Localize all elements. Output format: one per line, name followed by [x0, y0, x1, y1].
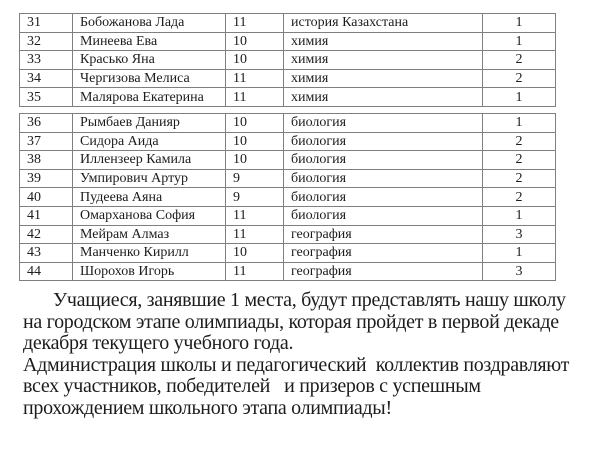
cell-name: Пудеева Аяна	[72, 187, 226, 207]
cell-subject: география	[283, 224, 483, 245]
cell-number: 34	[19, 68, 73, 89]
cell-name: Малярова Екатерина	[72, 87, 226, 107]
cell-place: 2	[482, 50, 556, 70]
cell-place: 1	[482, 31, 556, 52]
announcement-text: Учащиеся, занявшие 1 места, будут предст…	[23, 289, 570, 420]
cell-place: 2	[482, 168, 556, 189]
cell-grade: 11	[225, 13, 284, 33]
table-row: 33 Красько Яна 10 химия 2	[19, 50, 556, 70]
announcement-line: на городском этапе олимпиады, которая пр…	[23, 310, 559, 333]
table-row: 44 Шорохов Игорь 11 география 3	[19, 261, 556, 282]
table-row: 37 Сидора Аида 10 биология 2	[19, 131, 556, 152]
table-row: 35 Малярова Екатерина 11 химия 1	[19, 87, 556, 107]
cell-grade: 11	[225, 68, 284, 89]
cell-subject: химия	[283, 87, 483, 107]
cell-grade: 10	[225, 243, 284, 263]
cell-grade: 9	[225, 168, 284, 189]
table-row: 36 Рымбаев Данияр 10 биология 1	[19, 113, 556, 133]
announcement-line: прохождением школьного этапа олимпиады!	[23, 396, 392, 419]
cell-name: Сидора Аида	[72, 131, 226, 152]
table-row: 43 Манченко Кирилл 10 география 1	[19, 243, 556, 263]
cell-number: 32	[19, 31, 73, 52]
cell-place: 3	[482, 224, 556, 245]
cell-grade: 9	[225, 187, 284, 207]
table-row: 32 Минеева Ева 10 химия 1	[19, 31, 556, 52]
cell-number: 33	[19, 50, 73, 70]
cell-number: 37	[19, 131, 73, 152]
cell-name: Красько Яна	[72, 50, 226, 70]
cell-subject: химия	[283, 50, 483, 70]
cell-name: Рымбаев Данияр	[72, 113, 226, 133]
cell-number: 44	[19, 261, 73, 282]
cell-number: 38	[19, 150, 73, 170]
cell-number: 36	[19, 113, 73, 133]
cell-grade: 11	[225, 205, 284, 226]
cell-name: Шорохов Игорь	[72, 261, 226, 282]
cell-grade: 11	[225, 224, 284, 245]
table-row: 34 Чергизова Мелиса 11 химия 2	[19, 68, 556, 89]
cell-subject: химия	[283, 31, 483, 52]
cell-subject: биология	[283, 187, 483, 207]
cell-place: 1	[482, 243, 556, 263]
cell-place: 3	[482, 261, 556, 282]
cell-name: Бобожанова Лада	[72, 13, 226, 33]
cell-subject: биология	[283, 113, 483, 133]
table-row: 38 Иллензеер Камила 10 биология 2	[19, 150, 556, 170]
cell-number: 39	[19, 168, 73, 189]
cell-number: 31	[19, 13, 73, 33]
cell-place: 2	[482, 187, 556, 207]
cell-name: Манченко Кирилл	[72, 243, 226, 263]
table-row: 42 Мейрам Алмаз 11 география 3	[19, 224, 556, 245]
cell-number: 35	[19, 87, 73, 107]
cell-place: 1	[482, 87, 556, 107]
cell-name: Иллензеер Камила	[72, 150, 226, 170]
cell-grade: 10	[225, 113, 284, 133]
cell-place: 1	[482, 113, 556, 133]
cell-subject: биология	[283, 205, 483, 226]
cell-subject: география	[283, 261, 483, 282]
table-row: 41 Омарханова София 11 биология 1	[19, 205, 556, 226]
cell-grade: 10	[225, 31, 284, 52]
cell-name: Омарханова София	[72, 205, 226, 226]
cell-grade: 11	[225, 261, 284, 282]
results-table-section-1: 31 Бобожанова Лада 11 история Казахстана…	[19, 13, 556, 107]
table-row: 39 Умпирович Артур 9 биология 2	[19, 168, 556, 189]
cell-subject: география	[283, 243, 483, 263]
cell-subject: химия	[283, 68, 483, 89]
cell-grade: 10	[225, 150, 284, 170]
cell-subject: биология	[283, 150, 483, 170]
cell-place: 2	[482, 68, 556, 89]
table-row: 31 Бобожанова Лада 11 история Казахстана…	[19, 13, 556, 33]
cell-name: Чергизова Мелиса	[72, 68, 226, 89]
cell-grade: 10	[225, 50, 284, 70]
cell-place: 2	[482, 131, 556, 152]
cell-place: 1	[482, 13, 556, 33]
cell-name: Умпирович Артур	[72, 168, 226, 189]
cell-place: 2	[482, 150, 556, 170]
cell-name: Мейрам Алмаз	[72, 224, 226, 245]
announcement-line: декабря текущего учебного года.	[23, 332, 294, 354]
cell-place: 1	[482, 205, 556, 226]
table-row: 40 Пудеева Аяна 9 биология 2	[19, 187, 556, 207]
announcement-line: Администрация школы и педагогический кол…	[23, 353, 570, 376]
cell-number: 42	[19, 224, 73, 245]
cell-number: 43	[19, 243, 73, 263]
cell-number: 40	[19, 187, 73, 207]
results-table-section-2: 36 Рымбаев Данияр 10 биология 1 37 Сидор…	[19, 113, 556, 282]
cell-subject: биология	[283, 168, 483, 189]
paragraph-congratulations: Администрация школы и педагогический кол…	[23, 353, 570, 420]
cell-number: 41	[19, 205, 73, 226]
announcement-line: Учащиеся, занявшие 1 места, будут предст…	[53, 289, 566, 311]
cell-subject: биология	[283, 131, 483, 152]
cell-name: Минеева Ева	[72, 31, 226, 52]
cell-subject: история Казахстана	[283, 13, 483, 33]
announcement-line: всех участников, победителей и призеров …	[23, 375, 481, 397]
cell-grade: 10	[225, 131, 284, 152]
paragraph-winners: Учащиеся, занявшие 1 места, будут предст…	[23, 289, 568, 355]
cell-grade: 11	[225, 87, 284, 107]
